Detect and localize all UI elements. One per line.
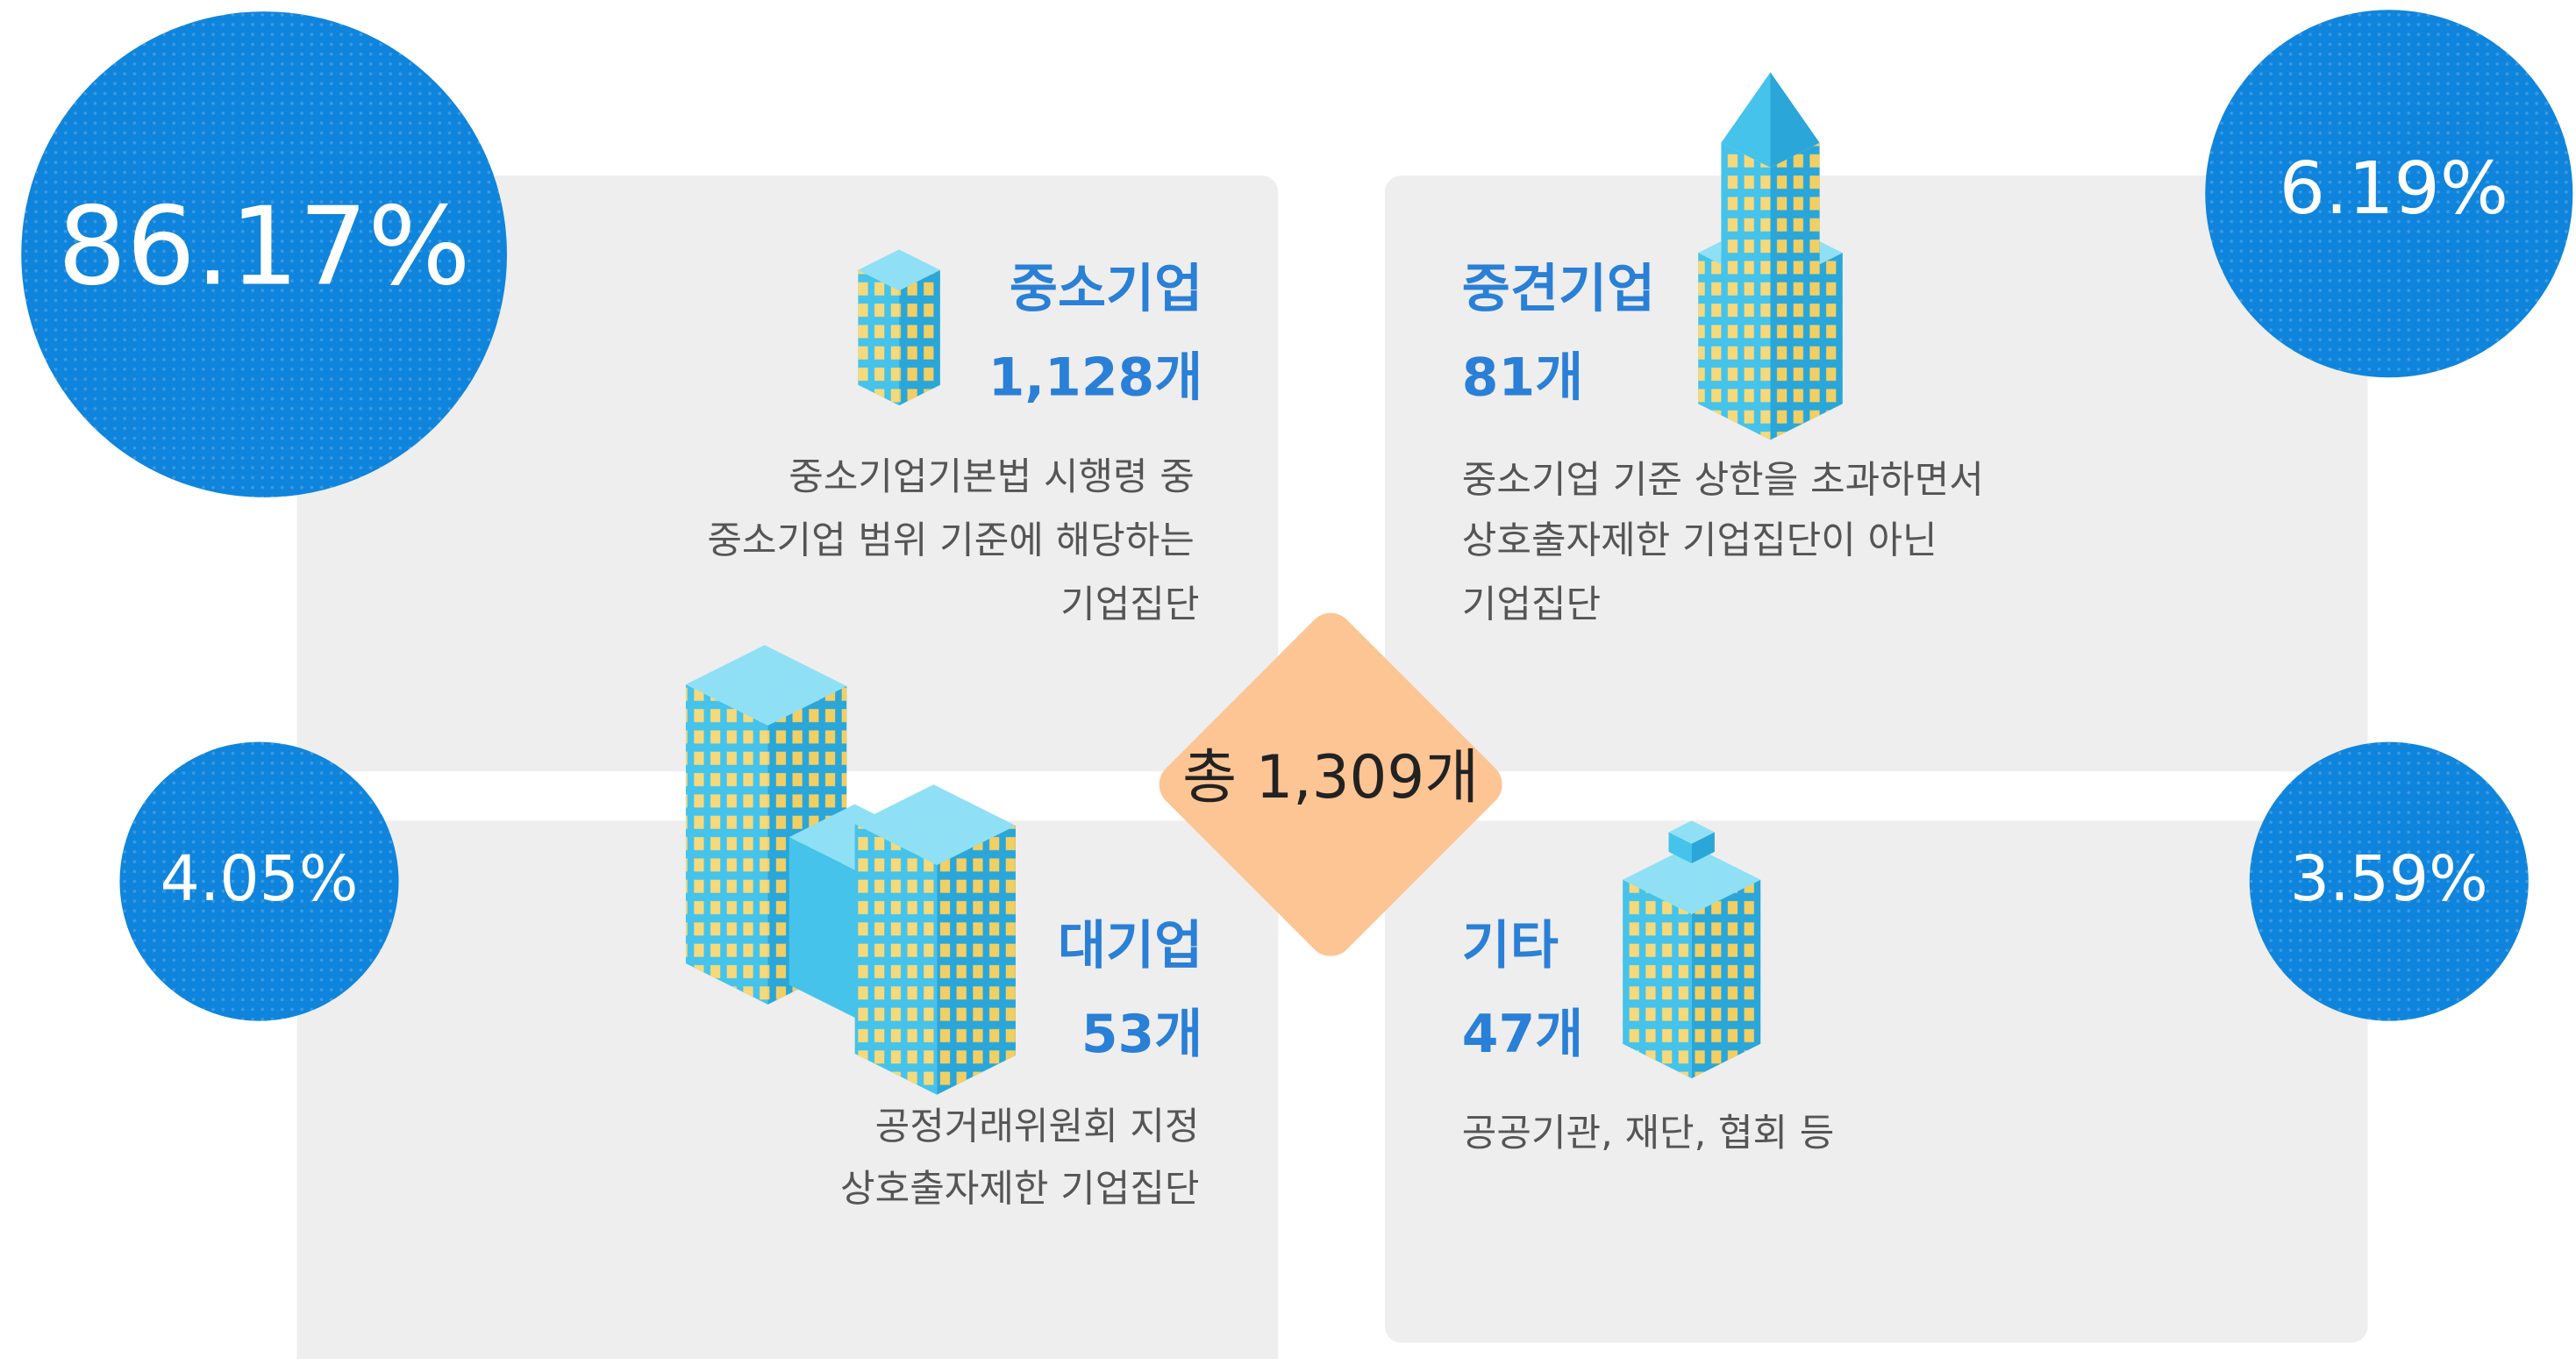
infographic: 86.17% 6.19% 4.05% 3.59% 중소기업 1,128개 중소기… bbox=[0, 0, 2576, 1359]
segment-name: 중소기업 bbox=[1010, 259, 1202, 320]
segment-name: 기타 bbox=[1462, 915, 1559, 976]
segment-description: 기업집단 bbox=[1060, 583, 1199, 627]
building-part bbox=[937, 826, 1016, 1095]
segment-description: 기업집단 bbox=[1462, 583, 1601, 627]
building-part bbox=[686, 684, 768, 1005]
segment-count: 81개 bbox=[1462, 347, 1583, 409]
total: 총 1,309개 bbox=[1182, 742, 1479, 812]
segment-description: 공정거래위원회 지정 bbox=[875, 1105, 1200, 1149]
panel bbox=[1385, 820, 2368, 1342]
segment-name: 중견기업 bbox=[1462, 259, 1655, 320]
building-part bbox=[858, 270, 899, 405]
percent: 86.17% bbox=[58, 184, 471, 311]
segment-description: 중소기업기본법 시행령 중 bbox=[788, 455, 1195, 499]
segment-count: 47개 bbox=[1462, 1004, 1583, 1065]
percent: 3.59% bbox=[2290, 842, 2488, 915]
segment-count: 1,128개 bbox=[988, 347, 1202, 409]
building-part bbox=[1721, 143, 1770, 312]
building-part bbox=[1692, 880, 1761, 1078]
building-part bbox=[1771, 143, 1820, 312]
segment-description: 중소기업 기준 상한을 초과하면서 bbox=[1462, 459, 1984, 503]
building-part bbox=[855, 824, 938, 1095]
segment-description: 상호출자제한 기업집단이 아닌 bbox=[1462, 519, 1937, 563]
building-part bbox=[899, 270, 940, 405]
segment-description: 공공기관, 재단, 협회 등 bbox=[1462, 1112, 1835, 1155]
segment-count: 53개 bbox=[1081, 1004, 1202, 1065]
segment-description: 상호출자제한 기업집단 bbox=[840, 1168, 1199, 1212]
segment-description: 중소기업 범위 기준에 해당하는 bbox=[707, 519, 1195, 563]
percent: 4.05% bbox=[161, 842, 359, 915]
percent: 6.19% bbox=[2280, 147, 2508, 231]
page: {"total": "총 1,309개", "segments": [ {"pe… bbox=[0, 0, 2576, 1359]
segment-name: 대기업 bbox=[1058, 915, 1202, 976]
building-part bbox=[1623, 880, 1692, 1078]
